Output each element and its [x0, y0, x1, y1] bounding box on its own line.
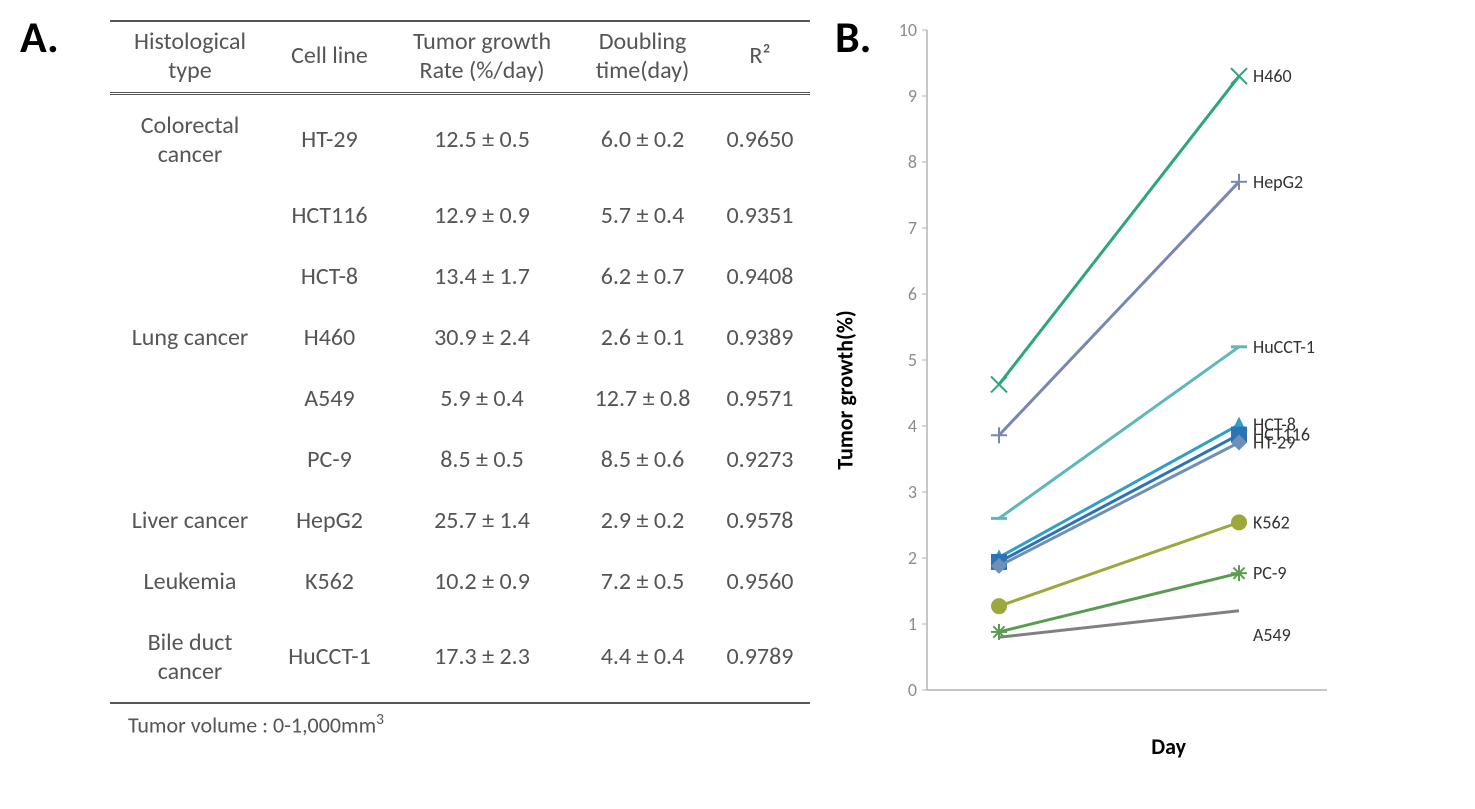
cell-rate: 17.3 ± 2.3	[389, 612, 575, 703]
cell-r2: 0.9351	[710, 185, 810, 246]
cell-type	[110, 246, 270, 307]
cell-dbl: 8.5 ± 0.6	[575, 429, 710, 490]
figure-root: A. B. HistologicaltypeCell lineTumor gro…	[0, 0, 1475, 809]
svg-text:2: 2	[908, 547, 917, 569]
cell-type	[110, 185, 270, 246]
cell-rate: 25.7 ± 1.4	[389, 490, 575, 551]
cell-cell: K562	[270, 551, 389, 612]
cell-type: Colorectalcancer	[110, 93, 270, 185]
cell-dbl: 4.4 ± 0.4	[575, 612, 710, 703]
cell-dbl: 7.2 ± 0.5	[575, 551, 710, 612]
col-header: R²	[710, 21, 810, 93]
cell-rate: 5.9 ± 0.4	[389, 368, 575, 429]
cell-type	[110, 368, 270, 429]
col-header: Cell line	[270, 21, 389, 93]
svg-text:8: 8	[908, 151, 917, 173]
series-label: H460	[1253, 65, 1292, 87]
svg-text:3: 3	[908, 481, 917, 503]
panel-label-b: B.	[835, 10, 871, 64]
cell-cell: HCT116	[270, 185, 389, 246]
table-row: Liver cancerHepG225.7 ± 1.42.9 ± 0.20.95…	[110, 490, 810, 551]
col-header: Histologicaltype	[110, 21, 270, 93]
cell-r2: 0.9560	[710, 551, 810, 612]
svg-text:6: 6	[908, 283, 917, 305]
svg-text:10: 10	[898, 20, 916, 41]
chart-area: Tumor growth(%) 012345678910H460HepG2HuC…	[889, 20, 1449, 760]
panel-label-a: A.	[20, 10, 59, 64]
series-label: HuCCT-1	[1253, 336, 1315, 358]
table-row: Bile ductcancerHuCCT-117.3 ± 2.34.4 ± 0.…	[110, 612, 810, 703]
cell-cell: PC-9	[270, 429, 389, 490]
cell-type: Lung cancer	[110, 307, 270, 368]
series-label: HT-29	[1253, 432, 1295, 454]
table-row: PC-98.5 ± 0.58.5 ± 0.60.9273	[110, 429, 810, 490]
series-label: PC-9	[1253, 562, 1287, 584]
table-footnote: Tumor volume : 0-1,000mm3	[110, 704, 810, 738]
col-header: Doublingtime(day)	[575, 21, 710, 93]
cell-r2: 0.9408	[710, 246, 810, 307]
cell-rate: 10.2 ± 0.9	[389, 551, 575, 612]
cell-rate: 13.4 ± 1.7	[389, 246, 575, 307]
series-label: A549	[1253, 624, 1291, 646]
cell-type	[110, 429, 270, 490]
cell-dbl: 2.6 ± 0.1	[575, 307, 710, 368]
cell-cell: HepG2	[270, 490, 389, 551]
col-header: Tumor growthRate (%/day)	[389, 21, 575, 93]
series-label: HepG2	[1253, 171, 1303, 193]
cell-r2: 0.9650	[710, 93, 810, 185]
svg-text:7: 7	[908, 217, 917, 239]
cell-dbl: 2.9 ± 0.2	[575, 490, 710, 551]
cell-r2: 0.9571	[710, 368, 810, 429]
table-row: HCT-813.4 ± 1.76.2 ± 0.70.9408	[110, 246, 810, 307]
y-axis-label: Tumor growth(%)	[831, 310, 858, 470]
cell-cell: HT-29	[270, 93, 389, 185]
cell-r2: 0.9578	[710, 490, 810, 551]
growth-chart: 012345678910H460HepG2HuCCT-1HCT-8HCT116H…	[889, 20, 1449, 720]
table-row: LeukemiaK56210.2 ± 0.97.2 ± 0.50.9560	[110, 551, 810, 612]
cell-r2: 0.9389	[710, 307, 810, 368]
series-label: K562	[1253, 511, 1290, 533]
table-row: A5495.9 ± 0.412.7 ± 0.80.9571	[110, 368, 810, 429]
table-row: Lung cancerH46030.9 ± 2.42.6 ± 0.10.9389	[110, 307, 810, 368]
cell-cell: HuCCT-1	[270, 612, 389, 703]
cell-rate: 30.9 ± 2.4	[389, 307, 575, 368]
x-axis-label: Day	[889, 725, 1449, 760]
cell-cell: A549	[270, 368, 389, 429]
svg-text:5: 5	[908, 349, 917, 371]
table-area: HistologicaltypeCell lineTumor growthRat…	[110, 20, 810, 738]
svg-text:0: 0	[908, 679, 917, 701]
cell-dbl: 5.7 ± 0.4	[575, 185, 710, 246]
cell-dbl: 6.0 ± 0.2	[575, 93, 710, 185]
cell-rate: 12.5 ± 0.5	[389, 93, 575, 185]
table-row: ColorectalcancerHT-2912.5 ± 0.56.0 ± 0.2…	[110, 93, 810, 185]
cell-rate: 12.9 ± 0.9	[389, 185, 575, 246]
cell-type: Leukemia	[110, 551, 270, 612]
cell-dbl: 6.2 ± 0.7	[575, 246, 710, 307]
cell-type: Bile ductcancer	[110, 612, 270, 703]
cell-r2: 0.9273	[710, 429, 810, 490]
cell-dbl: 12.7 ± 0.8	[575, 368, 710, 429]
growth-table: HistologicaltypeCell lineTumor growthRat…	[110, 20, 810, 704]
svg-text:9: 9	[908, 85, 917, 107]
svg-text:4: 4	[908, 415, 917, 437]
svg-text:1: 1	[908, 613, 917, 635]
cell-cell: HCT-8	[270, 246, 389, 307]
cell-r2: 0.9789	[710, 612, 810, 703]
cell-rate: 8.5 ± 0.5	[389, 429, 575, 490]
cell-cell: H460	[270, 307, 389, 368]
cell-type: Liver cancer	[110, 490, 270, 551]
table-row: HCT11612.9 ± 0.95.7 ± 0.40.9351	[110, 185, 810, 246]
